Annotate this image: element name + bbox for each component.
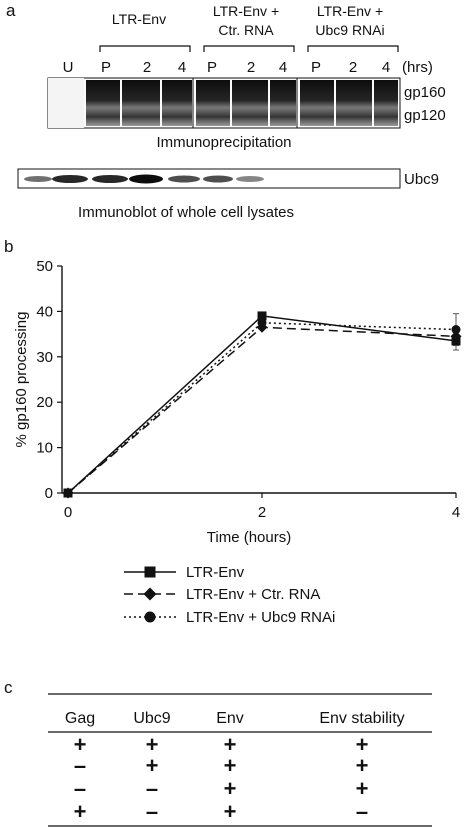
- legend-marker-1: [144, 566, 156, 578]
- table-cell: +: [224, 753, 237, 778]
- table-cell: +: [224, 799, 237, 824]
- group-label-rnai-line2: Ubc9 RNAi: [315, 22, 384, 38]
- table-cell: –: [146, 776, 158, 801]
- series-line-2: [67, 326, 457, 494]
- lane-label: P: [101, 59, 111, 76]
- data-point-series-1: [257, 311, 267, 321]
- y-tick-label: 40: [36, 303, 53, 320]
- group-bracket-ltr-env: [99, 45, 191, 52]
- lane-label: U: [63, 59, 74, 76]
- lane-label: P: [207, 59, 217, 76]
- table-cell: –: [356, 799, 368, 824]
- table-cell: +: [146, 732, 159, 757]
- panel-a: a LTR-Env LTR-Env + Ctr. RNA LTR-Env + U…: [6, 1, 446, 221]
- chart-legend: LTR-Env LTR-Env + Ctr. RNA LTR-Env + Ubc9 …: [124, 564, 335, 626]
- lane-label: P: [311, 59, 321, 76]
- legend-label-3: LTR-Env + Ubc9 RNAi: [186, 609, 335, 626]
- y-tick-label: 20: [36, 394, 53, 411]
- table-cell: –: [146, 799, 158, 824]
- panel-c-label: c: [4, 678, 13, 697]
- group-bracket-rnai: [307, 45, 399, 52]
- series-line-1: [67, 315, 457, 494]
- table-header-cell: Env stability: [319, 710, 404, 727]
- chart: 0 10 20 30 40 50 0 2 4 Time (hours) % gp160 proces…: [13, 258, 462, 546]
- x-tick-label: 2: [258, 504, 266, 521]
- y-tick-label: 50: [36, 258, 53, 275]
- table-cell: +: [356, 776, 369, 801]
- data-point-series-3: [63, 488, 73, 498]
- immunoprecipitation-gel: [47, 77, 401, 129]
- immunoblot-caption: Immunoblot of whole cell lysates: [78, 204, 294, 221]
- x-tick-label: 0: [64, 504, 72, 521]
- table-cell: +: [356, 732, 369, 757]
- group-bracket-ctr: [203, 45, 295, 52]
- table-cell: –: [74, 776, 86, 801]
- lane-label: 2: [247, 59, 255, 76]
- panel-a-label: a: [6, 1, 16, 20]
- table-cell: +: [74, 732, 87, 757]
- band-label-gp160: gp160: [404, 84, 446, 101]
- data-point-series-2: [450, 330, 462, 342]
- table-header-cell: Env: [216, 710, 244, 727]
- y-tick-label: 30: [36, 349, 53, 366]
- group-label-rnai-line1: LTR-Env +: [317, 3, 383, 19]
- lane-label: 4: [382, 59, 390, 76]
- panel-c: c Gag Ubc9 Env Env stability+ + + +– + + +– – + ++ – +…: [4, 678, 432, 827]
- group-label-ctr-line1: LTR-Env +: [213, 3, 279, 19]
- y-axis-title: % gp160 processing: [13, 312, 30, 448]
- band-label-gp120: gp120: [404, 107, 446, 124]
- ubc9-immunoblot: [17, 168, 401, 189]
- blot-label-ubc9: Ubc9: [404, 171, 439, 188]
- truth-table: Gag Ubc9 Env Env stability+ + + +– + + +– – + ++ – + –: [48, 693, 432, 827]
- table-cell: –: [74, 753, 86, 778]
- hours-unit-label: (hrs): [402, 59, 433, 76]
- immunoprecipitation-caption: Immunoprecipitation: [156, 134, 291, 151]
- panel-b: b 0 10 20 30 40 50 0 2 4 Time (hours) % gp160 proc…: [4, 237, 462, 626]
- x-tick-label: 4: [452, 504, 460, 521]
- y-tick-label: 10: [36, 440, 53, 457]
- table-cell: +: [74, 799, 87, 824]
- data-point-series-3: [257, 318, 267, 328]
- lane-label: 2: [143, 59, 151, 76]
- table-cell: +: [146, 753, 159, 778]
- series-line-3: [67, 321, 457, 494]
- legend-marker-3: [144, 611, 156, 623]
- table-header-cell: Gag: [65, 710, 95, 727]
- table-cell: +: [224, 732, 237, 757]
- table-cell: +: [224, 776, 237, 801]
- group-label-ctr-line2: Ctr. RNA: [218, 22, 274, 38]
- x-axis-title: Time (hours): [207, 529, 291, 546]
- panel-b-label: b: [4, 237, 13, 256]
- legend-label-2: LTR-Env + Ctr. RNA: [186, 586, 320, 603]
- lane-label: 4: [178, 59, 186, 76]
- table-header-cell: Ubc9: [133, 710, 170, 727]
- y-tick-label: 0: [45, 485, 53, 502]
- legend-marker-2: [143, 587, 157, 601]
- lane-label: 4: [279, 59, 287, 76]
- lane-label: 2: [349, 59, 357, 76]
- table-cell: +: [356, 753, 369, 778]
- legend-label-1: LTR-Env: [186, 564, 245, 581]
- data-point-series-3: [451, 325, 461, 335]
- group-label-ltr-env: LTR-Env: [112, 11, 166, 27]
